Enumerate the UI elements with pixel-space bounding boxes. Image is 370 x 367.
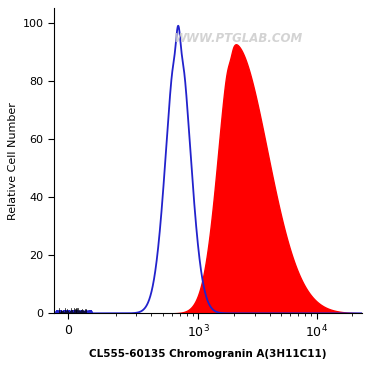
Text: WWW.PTGLAB.COM: WWW.PTGLAB.COM xyxy=(174,32,303,46)
Y-axis label: Relative Cell Number: Relative Cell Number xyxy=(9,102,18,220)
X-axis label: CL555-60135 Chromogranin A(3H11C11): CL555-60135 Chromogranin A(3H11C11) xyxy=(89,349,327,359)
